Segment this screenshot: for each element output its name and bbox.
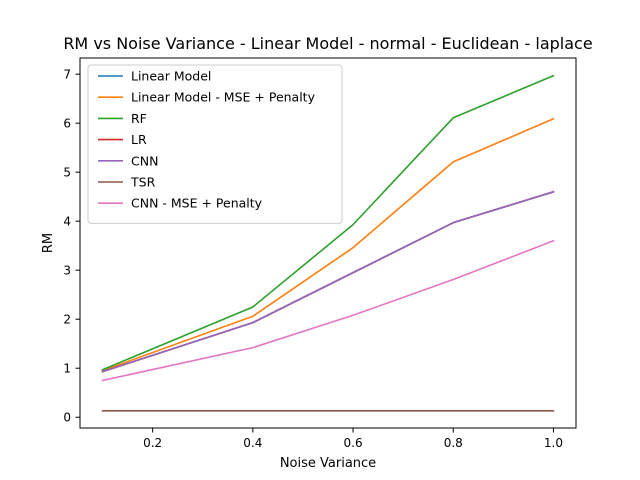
y-tick-label: 6 bbox=[63, 116, 71, 130]
x-tick-label: 0.6 bbox=[344, 436, 363, 450]
legend-label: Linear Model - MSE + Penalty bbox=[131, 90, 316, 105]
x-tick-label: 0.4 bbox=[243, 436, 262, 450]
legend-label: CNN - MSE + Penalty bbox=[131, 196, 263, 211]
y-tick-label: 0 bbox=[63, 411, 71, 425]
x-tick-label: 1.0 bbox=[544, 436, 563, 450]
legend-label: Linear Model bbox=[131, 69, 211, 84]
legend-label: RF bbox=[131, 111, 147, 126]
series-line-6 bbox=[101, 239, 555, 382]
series-line-1 bbox=[101, 117, 555, 372]
x-tick-label: 0.8 bbox=[444, 436, 463, 450]
legend-label: TSR bbox=[130, 175, 156, 190]
legend-label: CNN bbox=[131, 153, 158, 168]
legend-box bbox=[87, 64, 343, 224]
x-axis-label: Noise Variance bbox=[280, 456, 376, 471]
y-axis-label: RM bbox=[41, 233, 56, 253]
series-line-4 bbox=[101, 190, 555, 373]
y-tick-label: 7 bbox=[63, 67, 71, 81]
chart-title: RM vs Noise Variance - Linear Model - no… bbox=[63, 34, 592, 53]
axis-ticks: 0.2 0.4 0.6 0.8 1.0 0 1 2 3 4 5 6 7 bbox=[63, 67, 563, 450]
series-line-2 bbox=[101, 74, 555, 371]
y-tick-label: 2 bbox=[63, 313, 71, 327]
series-lines bbox=[101, 74, 555, 412]
y-tick-label: 5 bbox=[63, 165, 71, 179]
x-tick-label: 0.2 bbox=[143, 436, 162, 450]
y-tick-label: 4 bbox=[63, 214, 71, 228]
plot-frame bbox=[79, 57, 577, 429]
y-tick-label: 1 bbox=[63, 362, 71, 376]
y-tick-label: 3 bbox=[63, 263, 71, 277]
legend-label: LR bbox=[131, 132, 147, 147]
legend: Linear Model Linear Model - MSE + Penalty… bbox=[87, 64, 343, 224]
